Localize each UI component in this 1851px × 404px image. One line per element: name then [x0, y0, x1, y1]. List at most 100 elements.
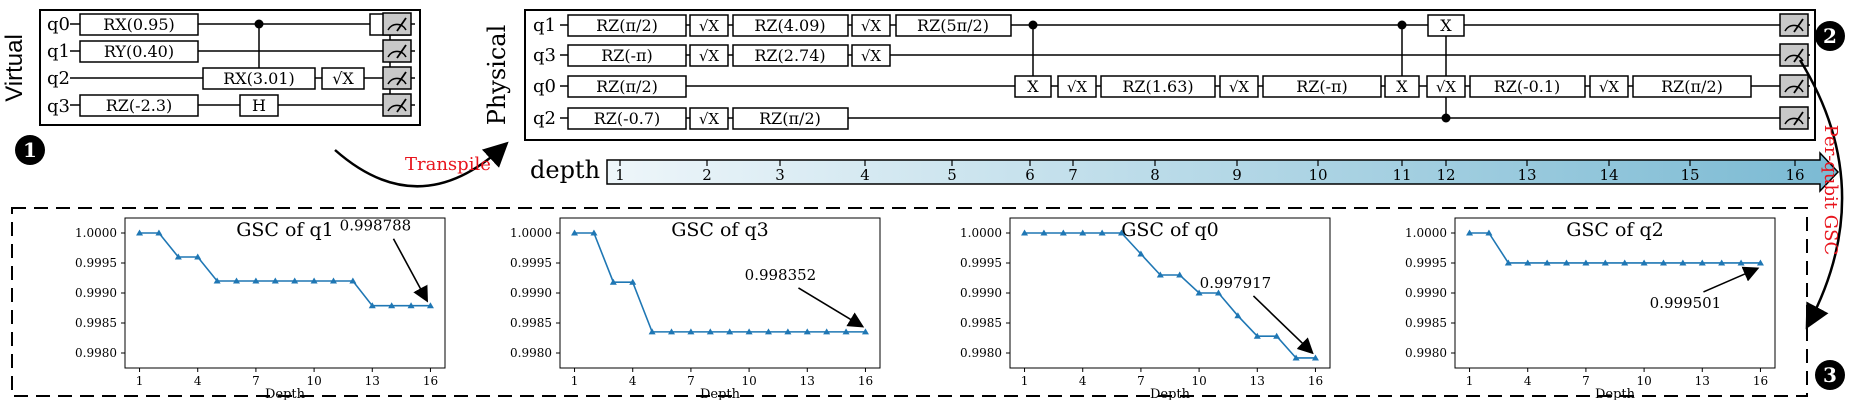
- data-point: [1040, 229, 1048, 236]
- data-point: [1485, 229, 1493, 236]
- data-point: [609, 278, 617, 285]
- gate-sx: √X: [1067, 78, 1088, 96]
- measure-icon: [1779, 106, 1809, 130]
- y-tick-label: 0.9990: [75, 286, 117, 300]
- annotation-label: 0.998352: [745, 266, 817, 284]
- gate-rz: RZ(-0.7): [594, 109, 661, 128]
- data-point: [1156, 271, 1164, 278]
- x-tick-label: 16: [423, 374, 438, 388]
- virtual-qubit-label: q1: [47, 41, 70, 62]
- control-dot: [254, 19, 264, 29]
- y-tick-label: 0.9980: [960, 346, 1002, 360]
- data-point: [1195, 289, 1203, 296]
- x-tick-label: 1: [1021, 374, 1029, 388]
- transpile-arrow: [334, 141, 509, 188]
- x-tick-label: 13: [365, 374, 380, 388]
- data-point: [745, 328, 753, 335]
- gate-sx: √X: [1599, 78, 1620, 96]
- physical-frame: [524, 9, 1816, 141]
- data-point: [764, 328, 772, 335]
- x-tick-label: 10: [1191, 374, 1206, 388]
- data-point: [155, 229, 163, 236]
- virtual-qubit-label: q0: [47, 14, 70, 35]
- x-axis-label: Depth: [265, 387, 306, 400]
- depth-tick-label: 12: [1436, 166, 1455, 184]
- series-line: [1469, 232, 1761, 264]
- gate-sx: √X: [699, 47, 720, 65]
- data-point: [1563, 259, 1571, 266]
- data-point: [1214, 289, 1222, 296]
- x-tick-label: 1: [571, 374, 579, 388]
- annotation-label: 0.999501: [1650, 294, 1722, 312]
- physical-qubit-label: q0: [533, 76, 556, 97]
- chart-title: GSC of q1: [236, 219, 334, 241]
- data-point: [1524, 259, 1532, 266]
- depth-tick-label: 3: [775, 166, 785, 184]
- y-tick-label: 0.9990: [1405, 286, 1447, 300]
- y-tick-label: 0.9995: [510, 256, 552, 270]
- gate-sx: √X: [699, 110, 720, 128]
- chart-title: GSC of q3: [671, 219, 769, 241]
- annotation-label: 0.997917: [1200, 274, 1272, 292]
- measure-icon: [1779, 74, 1809, 98]
- y-tick-label: 0.9980: [1405, 346, 1447, 360]
- depth-tick-label: 2: [702, 166, 712, 184]
- x-tick-label: 13: [800, 374, 815, 388]
- gate-x: X: [1027, 77, 1039, 96]
- annotation-arrow: [798, 287, 865, 328]
- gate-rx: RX(0.95): [103, 15, 175, 34]
- data-point: [1601, 259, 1609, 266]
- depth-tick-label: 9: [1232, 166, 1242, 184]
- depth-tick-label: 8: [1150, 166, 1160, 184]
- virtual-side-label: Virtual: [1, 34, 28, 102]
- control-dot: [1397, 20, 1407, 30]
- gate-ry: RY(0.40): [104, 42, 174, 61]
- data-point: [1234, 312, 1242, 319]
- measure-icon: [382, 39, 412, 63]
- gate-rz: RZ(-2.3): [106, 96, 173, 115]
- x-tick-label: 4: [629, 374, 637, 388]
- x-tick-label: 16: [1753, 374, 1768, 388]
- data-point: [1253, 332, 1261, 339]
- gate-sx: √X: [1436, 78, 1457, 96]
- y-tick-label: 0.9985: [1405, 316, 1447, 330]
- data-point: [861, 328, 869, 335]
- data-point: [1273, 332, 1281, 339]
- depth-tick-label: 13: [1517, 166, 1536, 184]
- depth-arrow-bar: [606, 151, 1840, 193]
- x-axis-label: Depth: [1150, 387, 1191, 400]
- depth-tick-label: 1: [615, 166, 625, 184]
- step-badge: [15, 135, 45, 165]
- x-tick-label: 10: [1636, 374, 1651, 388]
- y-tick-label: 0.9985: [75, 316, 117, 330]
- virtual-qubit-label: q3: [47, 96, 70, 117]
- data-point: [842, 328, 850, 335]
- virtual-frame: [39, 9, 421, 126]
- data-point: [1698, 259, 1706, 266]
- depth-tick-label: 4: [860, 166, 870, 184]
- gate-rz: RZ(π/2): [596, 77, 658, 96]
- gate-rz: RZ(-π): [601, 46, 653, 65]
- y-tick-label: 1.0000: [75, 226, 117, 240]
- x-tick-label: 1: [1466, 374, 1474, 388]
- gate-rz: RZ(2.74): [754, 46, 825, 65]
- physical-qubit-label: q2: [533, 108, 556, 129]
- data-point: [1098, 229, 1106, 236]
- x-tick-label: 10: [741, 374, 756, 388]
- data-point: [648, 328, 656, 335]
- y-tick-label: 0.9995: [960, 256, 1002, 270]
- x-tick-label: 4: [194, 374, 202, 388]
- annotation-label: 0.998788: [340, 217, 412, 235]
- data-point: [426, 302, 434, 309]
- data-point: [687, 328, 695, 335]
- data-point: [1621, 259, 1629, 266]
- data-point: [668, 328, 676, 335]
- step-badge-label: 2: [1823, 24, 1837, 48]
- gsc-chart: GSC of q3 1.0000 0.9995 0.9990 0.9985 0.9980 1…: [510, 217, 881, 402]
- chart-title: GSC of q0: [1121, 219, 1219, 241]
- virtual-circuit: Virtual q0 q1 q2 q3 RX(0.95) RY(0.40) RX…: [1, 9, 421, 126]
- data-point: [1176, 271, 1184, 278]
- data-point: [1466, 229, 1474, 236]
- transpile-label: Transpile: [405, 154, 491, 175]
